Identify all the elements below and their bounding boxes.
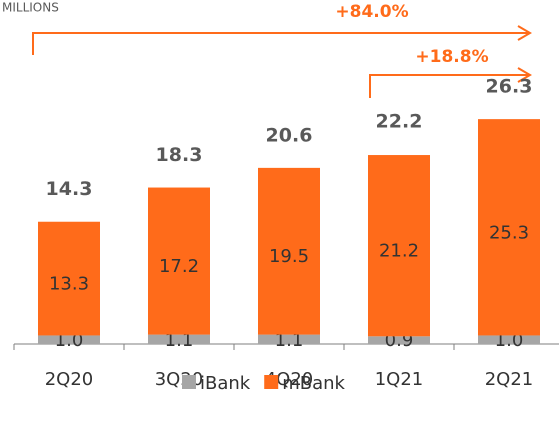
arrowhead	[517, 67, 532, 83]
total-label: 20.6	[266, 124, 313, 146]
data-label: 1.1	[165, 330, 194, 351]
arrow-84	[32, 32, 528, 55]
arrowhead	[517, 25, 532, 41]
data-label: 13.3	[49, 274, 89, 295]
bar-segment	[148, 187, 210, 335]
data-label: 21.2	[379, 241, 419, 262]
total-label: 22.2	[376, 111, 423, 133]
bar-segment	[478, 335, 540, 344]
bar-segment	[38, 335, 100, 344]
subtitle: MILLIONS	[2, 1, 59, 15]
legend-swatch	[264, 375, 279, 389]
bar-segment	[478, 119, 540, 336]
total-label: 14.3	[46, 178, 93, 200]
total-label: 26.3	[486, 76, 533, 98]
arrows	[32, 25, 532, 98]
data-label: 25.3	[489, 222, 529, 243]
total-label: 18.3	[156, 144, 203, 166]
data-label: 17.2	[159, 256, 199, 277]
arrow-18	[369, 74, 528, 98]
annotation: +84.0%	[335, 2, 408, 22]
bar-segment	[258, 334, 320, 344]
annotation: +18.8%	[415, 47, 488, 67]
x-tick-label: 2Q21	[485, 369, 534, 390]
legend-swatch	[182, 375, 196, 389]
data-label: 1.1	[275, 330, 304, 351]
bar-segment	[368, 336, 430, 344]
bar-segment	[368, 155, 430, 337]
bar-segment	[38, 221, 100, 336]
legend-label: mBank	[282, 373, 345, 394]
x-tick-label: 2Q20	[45, 369, 94, 390]
legend-label: iBank	[200, 373, 251, 394]
bar-segment	[258, 167, 320, 335]
bar-segment	[148, 334, 210, 344]
x-tick-label: 1Q21	[375, 369, 424, 390]
data-label: 19.5	[269, 246, 309, 267]
